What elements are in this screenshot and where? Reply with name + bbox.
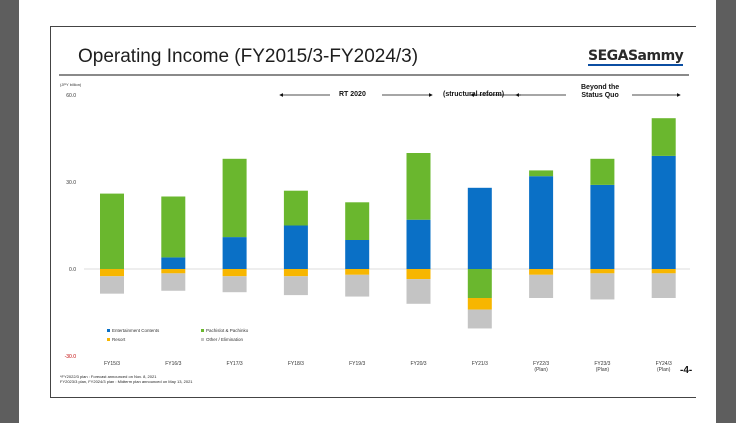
slide-title: Operating Income (FY2015/3-FY2024/3) <box>78 46 419 67</box>
brand-logo-text: SEGASammy <box>588 48 684 64</box>
x-tick-label: FY22/3 <box>533 361 549 367</box>
x-tick-label: FY23/3 <box>594 361 610 367</box>
plot-area: 60.0 30.0 0.0 -30.0 FY15/3 FY16/3 FY17/3 FY18/3… <box>65 93 690 373</box>
x-tick-label: FY17/3 <box>227 361 243 367</box>
bar-resort-1 <box>161 269 186 274</box>
bar-resort-5 <box>406 269 431 280</box>
legend-swatch <box>201 338 204 341</box>
bar-pachislot-pachinko-5 <box>406 153 431 220</box>
bar-resort-4 <box>345 269 370 275</box>
bar-pachislot-pachinko-0 <box>100 193 124 269</box>
bar-pachislot-pachinko-7 <box>529 170 554 177</box>
bar-other-elimination-2 <box>222 276 247 293</box>
bar-other-elimination-4 <box>345 274 370 297</box>
slide-frame <box>50 26 696 398</box>
bar-resort-0 <box>100 269 124 277</box>
bar-pachislot-pachinko-2 <box>222 158 247 238</box>
bar-other-elimination-8 <box>590 273 615 300</box>
bar-pachislot-pachinko-9 <box>651 118 676 156</box>
bar-entertainment-contents-5 <box>406 219 431 269</box>
bar-pachislot-pachinko-3 <box>283 190 308 226</box>
bar-other-elimination-6 <box>467 309 492 329</box>
footnote-line-2: FY2023/3 plan, FY2024/3 plan : Midterm p… <box>60 379 193 384</box>
legend-swatch <box>107 329 110 332</box>
y-tick-label: 30.0 <box>66 180 76 186</box>
legend-swatch <box>107 338 110 341</box>
legend-label: Pachislot & Pachinko <box>206 328 249 333</box>
x-tick-label: FY18/3 <box>288 361 304 367</box>
bar-resort-3 <box>283 269 308 277</box>
y-tick-label: 60.0 <box>66 93 76 99</box>
y-tick-label: -30.0 <box>65 354 77 360</box>
bar-entertainment-contents-2 <box>222 237 247 269</box>
legend-label: Other / Elimination <box>206 337 244 342</box>
bar-pachislot-pachinko-8 <box>590 158 615 185</box>
title-divider <box>59 74 689 76</box>
bar-entertainment-contents-8 <box>590 184 615 269</box>
x-tick-label: FY21/3 <box>472 361 488 367</box>
bar-resort-8 <box>590 269 615 274</box>
y-tick-label: 0.0 <box>69 267 76 273</box>
bar-entertainment-contents-9 <box>651 155 676 269</box>
bar-pachislot-pachinko-negative-6 <box>467 269 492 298</box>
x-tick-sublabel: (Plan) <box>596 367 610 373</box>
bar-entertainment-contents-6 <box>467 187 492 269</box>
x-tick-sublabel: (Plan) <box>657 367 671 373</box>
era-label-beyond-line1: Beyond the <box>581 84 620 91</box>
bar-resort-6 <box>467 298 492 310</box>
bar-resort-7 <box>529 269 554 275</box>
legend-swatch <box>201 329 204 332</box>
viewer-left-margin <box>0 0 19 423</box>
footnote-line-1: *FY2022/3 plan : Forecast announced on N… <box>60 374 157 379</box>
era-label-beyond-line2: Status Quo <box>581 92 619 99</box>
bar-resort-2 <box>222 269 247 277</box>
bar-entertainment-contents-3 <box>283 225 308 269</box>
bar-other-elimination-5 <box>406 279 431 304</box>
bar-other-elimination-3 <box>283 276 308 296</box>
bar-resort-9 <box>651 269 676 274</box>
legend-label: Resort <box>112 337 126 342</box>
x-tick-label: FY24/3 <box>656 361 672 367</box>
page-number: -4- <box>680 365 693 376</box>
bar-pachislot-pachinko-1 <box>161 196 186 258</box>
bar-other-elimination-9 <box>651 273 676 298</box>
bar-other-elimination-0 <box>100 276 124 294</box>
bar-other-elimination-1 <box>161 273 186 291</box>
y-unit-label: (JPY billion) <box>60 82 82 87</box>
brand-logo: SEGASammy <box>588 48 684 66</box>
bar-pachislot-pachinko-4 <box>345 202 370 240</box>
chart-legend: Entertainment Contents Pachislot & Pachin… <box>107 328 249 342</box>
bar-other-elimination-7 <box>529 274 554 298</box>
x-tick-label: FY15/3 <box>104 361 120 367</box>
x-tick-label: FY20/3 <box>410 361 426 367</box>
x-tick-label: FY19/3 <box>349 361 365 367</box>
x-tick-sublabel: (Plan) <box>534 367 548 373</box>
x-tick-label: FY16/3 <box>165 361 181 367</box>
bar-entertainment-contents-4 <box>345 240 370 269</box>
legend-label: Entertainment Contents <box>112 328 160 333</box>
era-label-rt2020: RT 2020 <box>339 91 366 98</box>
brand-logo-underline <box>588 64 684 66</box>
bar-entertainment-contents-1 <box>161 257 186 269</box>
bar-entertainment-contents-7 <box>529 176 554 269</box>
footnote: *FY2022/3 plan : Forecast announced on N… <box>60 374 193 384</box>
viewer-right-margin <box>716 0 736 423</box>
era-label-beyond: Beyond the Status Quo <box>581 84 619 100</box>
